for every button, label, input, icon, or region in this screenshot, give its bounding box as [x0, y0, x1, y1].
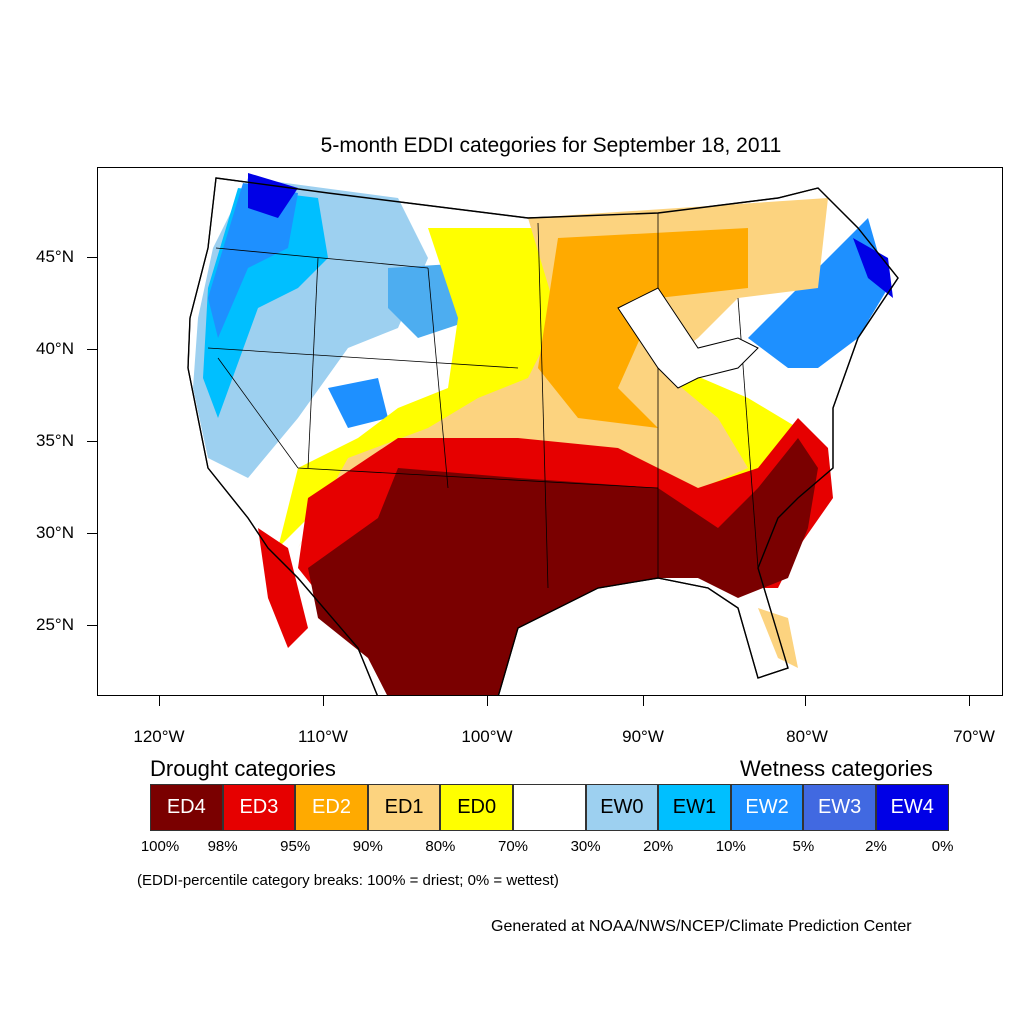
- lat-tick: [87, 441, 97, 442]
- legend-cell-ew2: EW2: [730, 784, 804, 831]
- map-frame: [97, 167, 1003, 696]
- breaks-note: (EDDI-percentile category breaks: 100% =…: [137, 872, 559, 889]
- lat-tick: [87, 625, 97, 626]
- lon-label-80: 80°W: [786, 727, 828, 746]
- lon-tick: [487, 696, 488, 706]
- lat-label-40: 40°N: [36, 339, 74, 358]
- legend-break-label: 2%: [865, 838, 887, 855]
- lat-tick: [87, 349, 97, 350]
- lat-tick: [87, 533, 97, 534]
- lon-label-110: 110°W: [298, 727, 348, 746]
- lon-tick: [969, 696, 970, 706]
- great-lakes: [617, 287, 759, 389]
- wetness-categories-label: Wetness categories: [740, 756, 933, 781]
- lat-label-45: 45°N: [36, 247, 74, 266]
- dry-baja-ed3: [258, 528, 308, 648]
- lon-tick: [805, 696, 806, 706]
- legend-break-label: 5%: [792, 838, 815, 855]
- lat-tick: [87, 257, 97, 258]
- legend-cell-ed4: ED4: [150, 784, 223, 831]
- legend-cell-ed0: ED0: [440, 784, 513, 831]
- legend-break-label: 80%: [425, 838, 456, 855]
- lon-tick: [643, 696, 644, 706]
- legend-cell-neutral: [512, 784, 586, 831]
- lat-label-25: 25°N: [36, 615, 74, 634]
- map-title: 5-month EDDI categories for September 18…: [320, 134, 782, 157]
- credit-line: Generated at NOAA/NWS/NCEP/Climate Predi…: [491, 918, 912, 935]
- legend-cell-ew3: EW3: [803, 784, 876, 831]
- lon-tick: [323, 696, 324, 706]
- category-legend: ED4 ED3 ED2 ED1 ED0 EW0 EW1 EW2 EW3 EW4: [150, 784, 949, 831]
- legend-cell-ed1: ED1: [367, 784, 441, 831]
- legend-break-label: 98%: [207, 838, 238, 855]
- legend-break-label: 95%: [280, 838, 311, 855]
- drought-categories-label: Drought categories: [150, 756, 336, 781]
- legend-break-label: 20%: [643, 838, 674, 855]
- lon-tick: [159, 696, 160, 706]
- lon-label-70: 70°W: [953, 727, 995, 746]
- wet-west-ew2: [208, 183, 298, 338]
- wet-maine-ew4: [853, 238, 893, 298]
- lon-label-100: 100°W: [461, 727, 513, 746]
- dry-florida-ed1: [758, 608, 798, 668]
- eddi-map: [187, 173, 899, 695]
- legend-cell-ew0: EW0: [585, 784, 659, 831]
- legend-cell-ew4: EW4: [875, 784, 949, 831]
- lon-label-90: 90°W: [622, 727, 664, 746]
- legend-break-label: 0%: [931, 838, 954, 855]
- lon-label-120: 120°W: [133, 727, 185, 746]
- us-border: [187, 177, 899, 695]
- wet-northeast-ew1: [748, 218, 888, 368]
- legend-break-label: 30%: [570, 838, 601, 855]
- legend-break-label: 70%: [497, 838, 529, 855]
- legend-break-label: 10%: [715, 838, 746, 855]
- state-lines: [207, 213, 759, 589]
- legend-break-label: 100%: [140, 838, 180, 855]
- lat-label-35: 35°N: [36, 431, 74, 450]
- wet-rockies-ew2: [328, 378, 388, 428]
- legend-cell-ed3: ED3: [222, 784, 296, 831]
- legend-cell-ew1: EW1: [658, 784, 731, 831]
- legend-break-label: 90%: [352, 838, 383, 855]
- dry-south-ed4: [308, 438, 818, 695]
- legend-cell-ed2: ED2: [295, 784, 368, 831]
- lat-label-30: 30°N: [36, 523, 74, 542]
